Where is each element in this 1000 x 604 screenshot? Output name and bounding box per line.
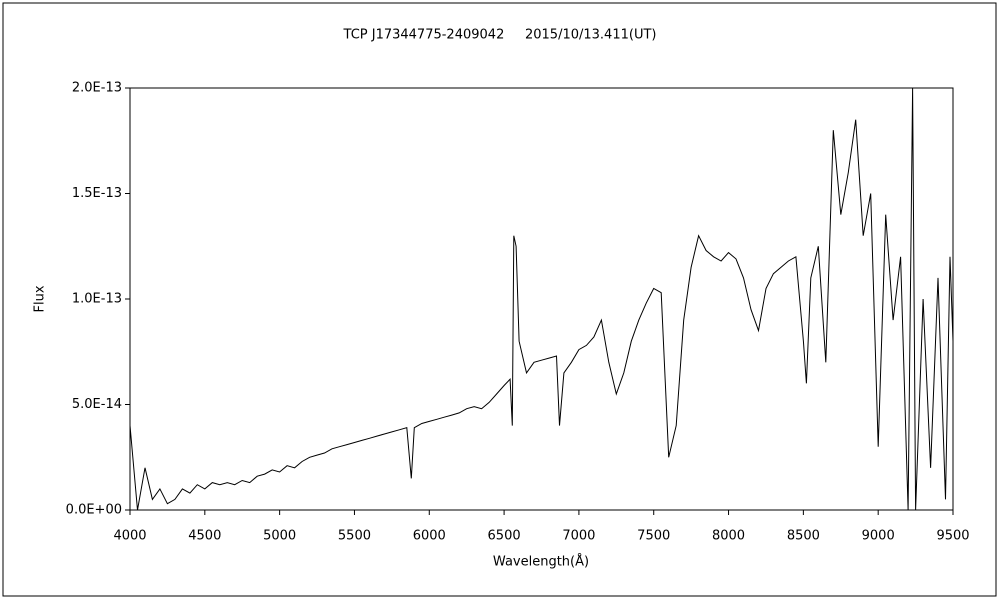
x-tick-label: 5500 xyxy=(338,529,371,544)
x-axis-label: Wavelength(Å) xyxy=(493,554,589,570)
spectrum-line xyxy=(129,87,954,511)
x-tick-label: 7500 xyxy=(637,529,670,544)
x-tick-label: 8500 xyxy=(787,529,820,544)
y-tick-label: 0.0E+00 xyxy=(66,503,122,518)
x-tick-label: 4500 xyxy=(188,529,221,544)
x-tick-label: 6000 xyxy=(413,529,446,544)
x-tick-label: 9500 xyxy=(936,529,969,544)
x-tick-label: 9000 xyxy=(862,529,895,544)
y-tick-label: 2.0E-13 xyxy=(72,81,122,96)
x-tick-label: 6500 xyxy=(488,529,521,544)
y-tick-label: 5.0E-14 xyxy=(72,397,122,412)
y-tick-label: 1.5E-13 xyxy=(72,186,122,201)
x-tick-label: 4000 xyxy=(113,529,146,544)
chart-title: TCP J17344775-2409042 2015/10/13.411(UT) xyxy=(343,28,657,43)
y-tick-label: 1.0E-13 xyxy=(72,292,122,307)
x-tick-label: 8000 xyxy=(712,529,745,544)
x-tick-label: 5000 xyxy=(263,529,296,544)
y-axis-label: Flux xyxy=(33,285,48,312)
x-tick-label: 7000 xyxy=(562,529,595,544)
plot-area xyxy=(129,87,954,511)
